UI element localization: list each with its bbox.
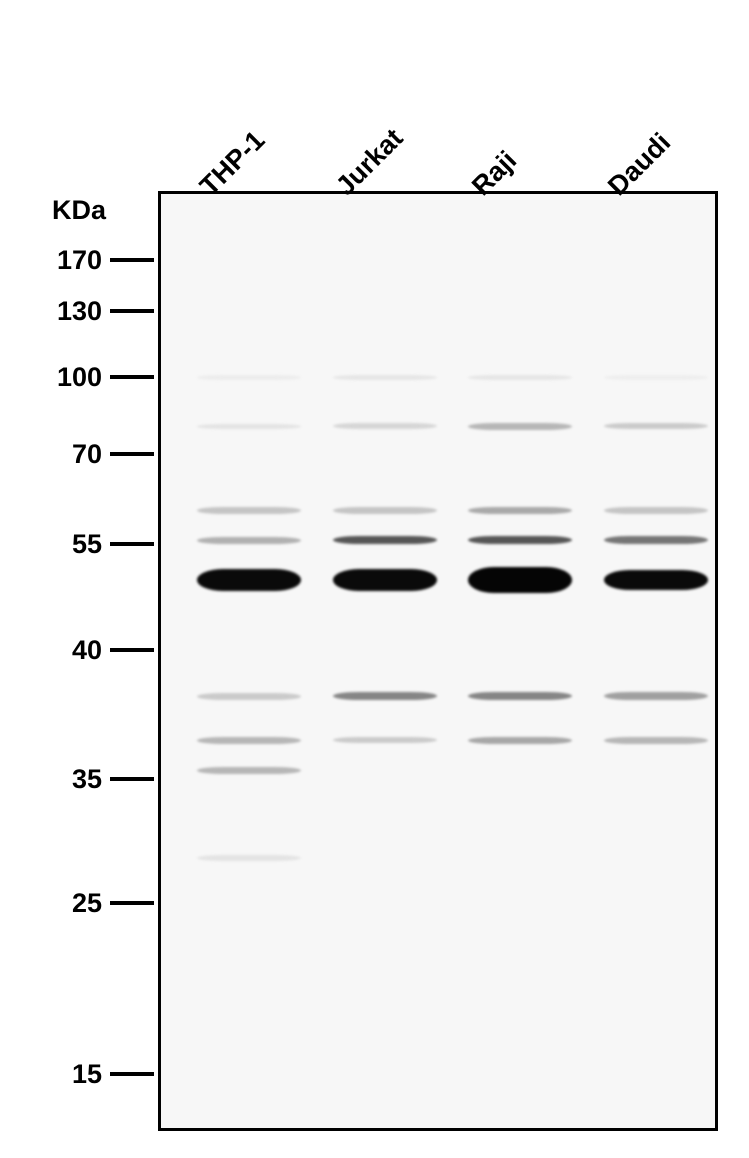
blot-frame: [158, 191, 718, 1131]
marker-label-70: 70: [30, 439, 102, 470]
marker-tick-35: [110, 777, 154, 781]
band-100kda-jurkat: [333, 375, 437, 380]
marker-tick-70: [110, 452, 154, 456]
band-38kda-daudi: [604, 692, 708, 700]
marker-tick-40: [110, 648, 154, 652]
band-48kda-daudi: [604, 570, 708, 590]
band-48kda-jurkat: [333, 569, 437, 591]
band-34kda-thp-1: [197, 767, 301, 774]
band-80kda-daudi: [604, 423, 708, 429]
marker-label-170: 170: [30, 245, 102, 276]
band-60kda-raji: [468, 507, 572, 514]
band-100kda-thp-1: [197, 375, 301, 380]
marker-label-35: 35: [30, 764, 102, 795]
marker-label-15: 15: [30, 1059, 102, 1090]
marker-tick-170: [110, 258, 154, 262]
band-38kda-raji: [468, 692, 572, 700]
band-56kda-raji: [468, 536, 572, 544]
band-36kda-raji: [468, 737, 572, 744]
band-36kda-thp-1: [197, 737, 301, 744]
band-48kda-raji: [468, 567, 572, 593]
band-80kda-thp-1: [197, 424, 301, 429]
band-60kda-daudi: [604, 507, 708, 514]
band-48kda-thp-1: [197, 569, 301, 591]
band-38kda-thp-1: [197, 693, 301, 700]
band-27kda-thp-1: [197, 855, 301, 861]
marker-tick-55: [110, 542, 154, 546]
band-100kda-daudi: [604, 375, 708, 380]
band-38kda-jurkat: [333, 692, 437, 700]
marker-label-130: 130: [30, 296, 102, 327]
band-60kda-jurkat: [333, 507, 437, 514]
band-36kda-daudi: [604, 737, 708, 744]
band-56kda-jurkat: [333, 536, 437, 544]
marker-label-55: 55: [30, 529, 102, 560]
western-blot-figure: KDa THP-1 Jurkat Raji Daudi 170130100705…: [0, 0, 749, 1158]
kda-unit-label: KDa: [52, 195, 106, 226]
marker-label-25: 25: [30, 888, 102, 919]
band-100kda-raji: [468, 375, 572, 380]
marker-tick-130: [110, 309, 154, 313]
band-56kda-daudi: [604, 536, 708, 544]
marker-tick-25: [110, 901, 154, 905]
marker-label-40: 40: [30, 635, 102, 666]
band-80kda-jurkat: [333, 423, 437, 429]
marker-tick-15: [110, 1072, 154, 1076]
band-80kda-raji: [468, 423, 572, 430]
marker-label-100: 100: [30, 362, 102, 393]
band-60kda-thp-1: [197, 507, 301, 514]
band-36kda-jurkat: [333, 737, 437, 743]
band-56kda-thp-1: [197, 537, 301, 544]
marker-tick-100: [110, 375, 154, 379]
